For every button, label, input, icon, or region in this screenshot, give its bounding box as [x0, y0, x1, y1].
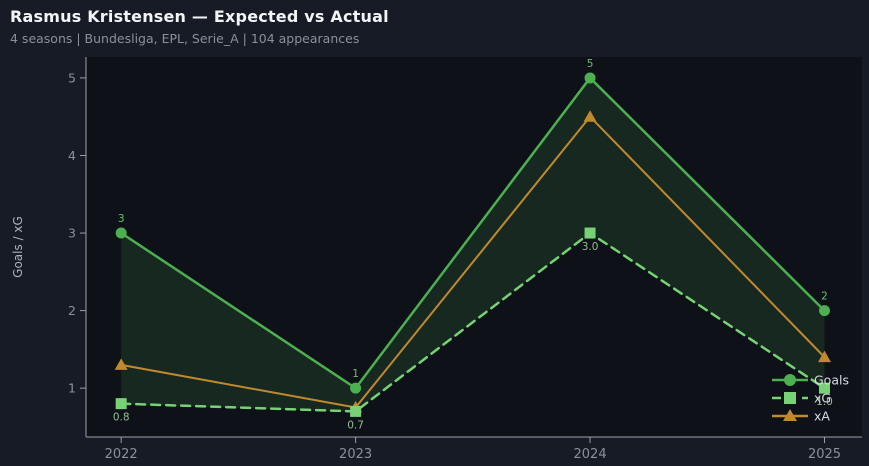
legend-label: Goals	[814, 373, 849, 388]
xa-marker	[817, 350, 831, 363]
y-axis-tick-label: 1	[68, 381, 76, 396]
legend-item-xg: xG	[772, 391, 831, 406]
legend-triangle-marker-icon	[783, 409, 797, 421]
legend-label: xA	[814, 409, 830, 424]
xg-marker	[350, 405, 362, 417]
plot-area	[86, 57, 862, 437]
legend-label: xG	[814, 391, 831, 406]
xg-value-label: 0.7	[347, 419, 364, 431]
xg-value-label: 1.0	[816, 396, 833, 408]
xg-marker	[115, 398, 127, 410]
goals-value-label: 1	[352, 368, 359, 380]
xg-value-label: 3.0	[582, 241, 599, 253]
x-axis-tick-label: 2022	[105, 447, 138, 462]
xg-line	[119, 231, 826, 413]
y-axis-tick-label: 5	[68, 70, 76, 85]
chart-header: Rasmus Kristensen — Expected vs Actual 4…	[10, 7, 389, 46]
goals-marker	[584, 72, 596, 84]
y-axis-label: Goals / xG	[11, 216, 25, 278]
goals-value-label: 5	[587, 58, 594, 70]
legend-item-xa: xA	[772, 409, 830, 424]
goals-line	[119, 76, 826, 390]
goals-value-label: 3	[118, 213, 125, 225]
x-axis-tick-label: 2023	[339, 447, 372, 462]
x-axis-tick-label: 2025	[808, 447, 841, 462]
goals-value-label: 2	[821, 291, 828, 303]
legend: Goals xG xA	[772, 373, 849, 424]
page-title: Rasmus Kristensen — Expected vs Actual	[10, 7, 389, 26]
goals-marker	[350, 382, 362, 394]
goals-xg-fill-area	[121, 77, 825, 412]
y-axis-tick-label: 2	[68, 303, 76, 318]
legend-circle-marker-icon	[784, 374, 796, 386]
y-axis-tick-label: 4	[68, 148, 76, 163]
goals-marker	[115, 227, 127, 239]
page-subtitle: 4 seasons | Bundesliga, EPL, Serie_A | 1…	[10, 31, 360, 46]
y-axis-tick-label: 3	[68, 226, 76, 241]
xg-marker	[818, 382, 830, 394]
legend-square-marker-icon	[784, 392, 796, 404]
xg-value-label: 0.8	[113, 412, 130, 424]
xa-line	[120, 115, 826, 409]
goals-marker	[818, 305, 830, 317]
xa-marker	[114, 358, 128, 370]
x-axis-tick-label: 2024	[574, 447, 607, 462]
xa-marker	[583, 110, 597, 122]
xg-marker	[584, 227, 596, 239]
legend-item-goals: Goals	[772, 373, 849, 388]
